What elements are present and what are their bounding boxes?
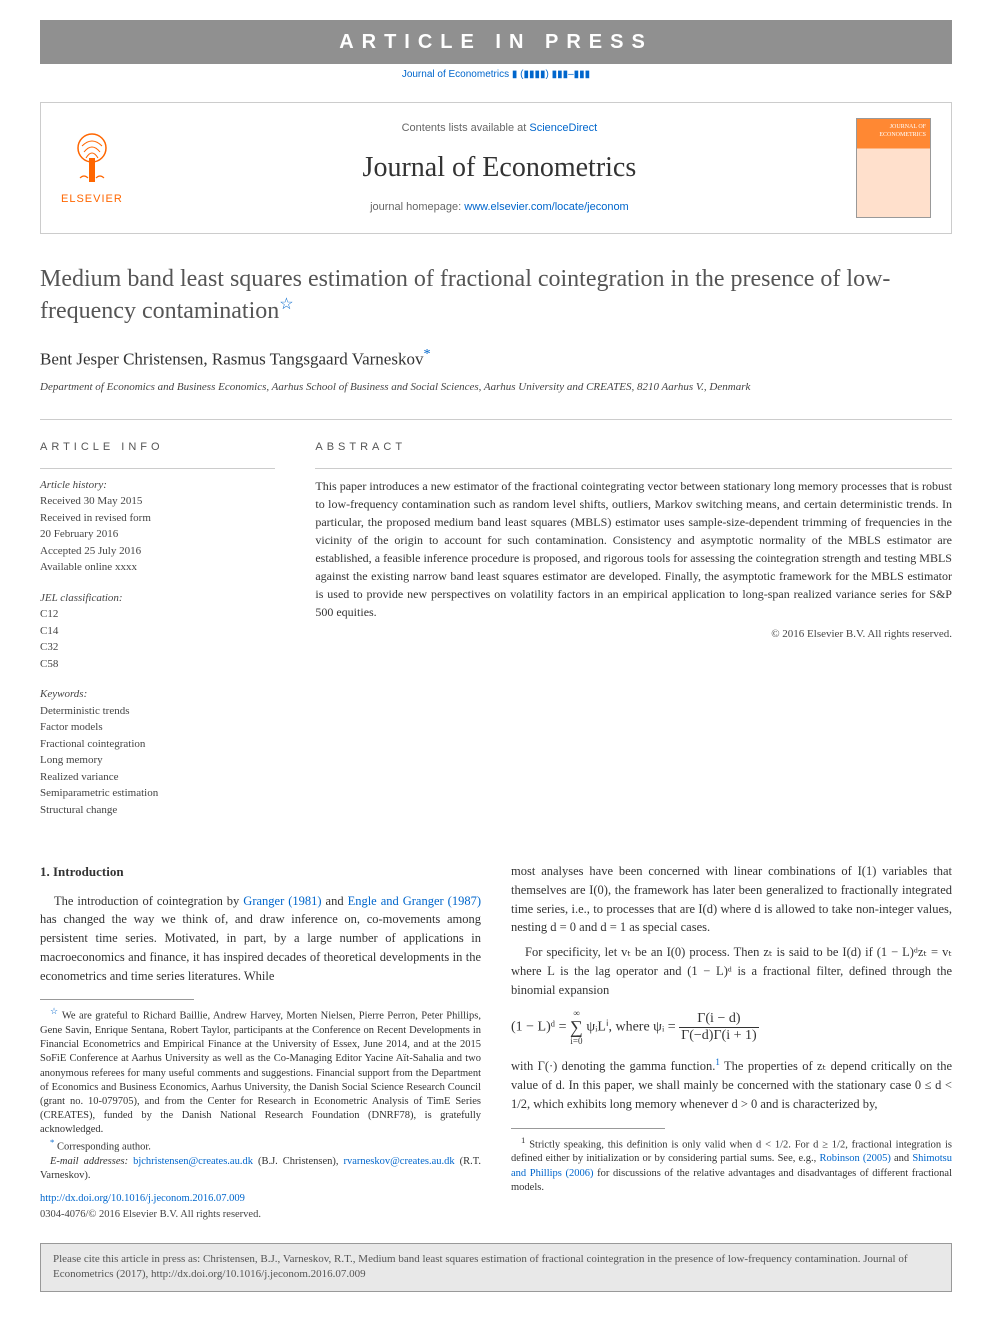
intro-heading: 1. Introduction [40, 862, 481, 882]
journal-name: Journal of Econometrics [143, 148, 856, 187]
homepage-line: journal homepage: www.elsevier.com/locat… [143, 200, 856, 215]
intro-para1: The introduction of cointegration by Gra… [40, 892, 481, 986]
homepage-link[interactable]: www.elsevier.com/locate/jeconom [464, 201, 628, 213]
corr-text: Corresponding author. [54, 1142, 151, 1153]
binomial-formula: (1 − L)ᵈ = ∞∑i=0 ψᵢLⁱ, where ψᵢ = Γ(i − … [511, 1009, 952, 1046]
elsevier-label: ELSEVIER [61, 192, 123, 207]
kw-5: Semiparametric estimation [40, 785, 275, 802]
history-2: 20 February 2016 [40, 526, 275, 543]
ref-robinson[interactable]: Robinson (2005) [819, 1153, 890, 1164]
intro-para2: most analyses have been concerned with l… [511, 862, 952, 937]
ack-mark: ☆ [50, 1006, 59, 1016]
body-columns: 1. Introduction The introduction of coin… [40, 862, 952, 1223]
ref-granger[interactable]: Granger (1981) [243, 894, 321, 908]
abstract-label: ABSTRACT [315, 440, 952, 455]
intro-p1b: and [322, 894, 348, 908]
journal-header: ELSEVIER Contents lists available at Sci… [40, 102, 952, 234]
footnote-separator-right [511, 1128, 665, 1129]
abstract-col: ABSTRACT This paper introduces a new est… [295, 440, 952, 832]
homepage-prefix: journal homepage: [370, 201, 464, 213]
jel-2: C32 [40, 639, 275, 656]
abstract-text: This paper introduces a new estimator of… [315, 477, 952, 621]
history-0: Received 30 May 2015 [40, 493, 275, 510]
journal-cover-thumbnail: JOURNAL OF ECONOMETRICS [856, 118, 931, 218]
kw-3: Long memory [40, 752, 275, 769]
ref-engle-granger[interactable]: Engle and Granger (1987) [348, 894, 481, 908]
keywords-block: Keywords: Deterministic trends Factor mo… [40, 686, 275, 818]
article-main: Medium band least squares estimation of … [40, 264, 952, 1223]
jel-label: JEL classification: [40, 590, 275, 607]
kw-6: Structural change [40, 802, 275, 819]
email1-name: (B.J. Christensen), [253, 1156, 344, 1167]
author-names: Bent Jesper Christensen, Rasmus Tangsgaa… [40, 350, 423, 369]
ack-text: We are grateful to Richard Baillie, Andr… [40, 1011, 481, 1135]
intro-p1c: has changed the way we think of, and dra… [40, 912, 481, 982]
history-4: Available online xxxx [40, 559, 275, 576]
body-col-left: 1. Introduction The introduction of coin… [40, 862, 481, 1223]
title-text: Medium band least squares estimation of … [40, 266, 890, 324]
doi-link[interactable]: http://dx.doi.org/10.1016/j.jeconom.2016… [40, 1191, 481, 1207]
footnote-separator-left [40, 999, 194, 1000]
jel-3: C58 [40, 656, 275, 673]
corr-mark: * [423, 346, 430, 362]
contents-prefix: Contents lists available at [402, 122, 530, 134]
ack-footnote: ☆ We are grateful to Richard Baillie, An… [40, 1006, 481, 1137]
corr-footnote: * Corresponding author. [40, 1137, 481, 1155]
abstract-block: This paper introduces a new estimator of… [315, 468, 952, 642]
authors: Bent Jesper Christensen, Rasmus Tangsgaa… [40, 345, 952, 371]
email1-link[interactable]: bjchristensen@creates.au.dk [133, 1156, 253, 1167]
formula-mid: ψᵢLⁱ, where ψᵢ = [583, 1020, 679, 1035]
contents-line: Contents lists available at ScienceDirec… [143, 121, 856, 136]
frac-top: Γ(i − d) [679, 1011, 759, 1029]
sum-bot: i=0 [570, 1037, 583, 1046]
press-banner: ARTICLE IN PRESS [40, 20, 952, 64]
history-block: Article history: Received 30 May 2015 Re… [40, 468, 275, 576]
fn1: 1 Strictly speaking, this definition is … [511, 1135, 952, 1195]
title-star: ☆ [279, 296, 293, 313]
frac-bot: Γ(−d)Γ(i + 1) [679, 1028, 759, 1045]
intro-para4: with Γ(·) denoting the gamma function.1 … [511, 1056, 952, 1113]
kw-4: Realized variance [40, 769, 275, 786]
fn1b: and [891, 1153, 912, 1164]
jel-0: C12 [40, 606, 275, 623]
intro-p4a: with Γ(·) denoting the gamma function. [511, 1060, 715, 1074]
article-info-label: ARTICLE INFO [40, 440, 275, 455]
email-footnote: E-mail addresses: bjchristensen@creates.… [40, 1155, 481, 1183]
cover-label: JOURNAL OF ECONOMETRICS [857, 123, 926, 140]
kw-1: Factor models [40, 719, 275, 736]
jel-block: JEL classification: C12 C14 C32 C58 [40, 590, 275, 673]
kw-0: Deterministic trends [40, 703, 275, 720]
history-label: Article history: [40, 477, 275, 494]
keywords-label: Keywords: [40, 686, 275, 703]
elsevier-tree-icon [62, 128, 122, 188]
jel-1: C14 [40, 623, 275, 640]
info-abstract-row: ARTICLE INFO Article history: Received 3… [40, 419, 952, 832]
history-3: Accepted 25 July 2016 [40, 543, 275, 560]
email-label: E-mail addresses: [50, 1156, 133, 1167]
elsevier-logo: ELSEVIER [61, 128, 123, 207]
issn-line: 0304-4076/© 2016 Elsevier B.V. All right… [40, 1207, 481, 1223]
email2-link[interactable]: rvarneskov@creates.au.dk [343, 1156, 454, 1167]
sum-sigma: ∑ [570, 1017, 583, 1037]
intro-para3: For specificity, let vₜ be an I(0) proce… [511, 943, 952, 999]
article-title: Medium band least squares estimation of … [40, 264, 952, 327]
history-1: Received in revised form [40, 510, 275, 527]
abstract-copyright: © 2016 Elsevier B.V. All rights reserved… [315, 627, 952, 642]
article-info-col: ARTICLE INFO Article history: Received 3… [40, 440, 295, 832]
press-subtitle: Journal of Econometrics ▮ (▮▮▮▮) ▮▮▮–▮▮▮ [0, 68, 992, 82]
cite-box: Please cite this article in press as: Ch… [40, 1243, 952, 1292]
affiliation: Department of Economics and Business Eco… [40, 380, 952, 395]
body-col-right: most analyses have been concerned with l… [511, 862, 952, 1223]
sciencedirect-link[interactable]: ScienceDirect [529, 122, 597, 134]
intro-p1a: The introduction of cointegration by [54, 894, 243, 908]
kw-2: Fractional cointegration [40, 736, 275, 753]
formula-lhs: (1 − L)ᵈ = [511, 1020, 570, 1035]
header-center: Contents lists available at ScienceDirec… [143, 121, 856, 215]
